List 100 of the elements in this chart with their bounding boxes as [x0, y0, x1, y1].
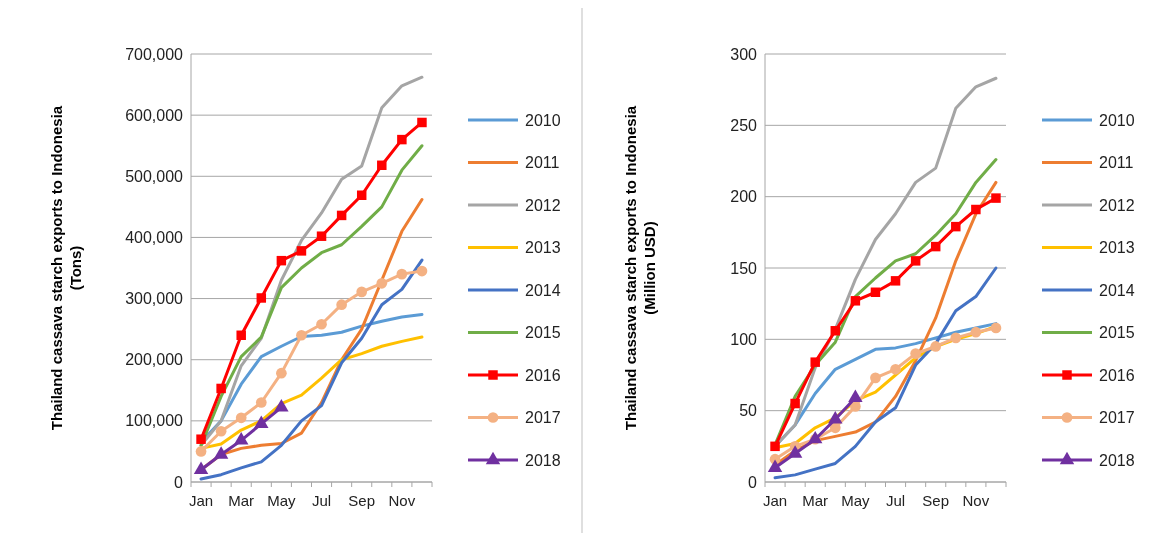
legend-label: 2013 — [1099, 239, 1135, 257]
point — [850, 401, 861, 412]
point — [971, 204, 981, 215]
y-tick-label: 100 — [730, 330, 758, 348]
point — [377, 160, 387, 171]
legend-label: 2010 — [525, 111, 561, 129]
legend-label: 2014 — [525, 281, 561, 299]
x-tick-label: Nov — [388, 492, 416, 509]
y-axis-title: Thailand cassava starch exports to Indonesia (Tons) — [48, 105, 84, 431]
y-tick-label: 300,000 — [125, 290, 184, 308]
y-tick-label: 500,000 — [125, 167, 184, 185]
x-tick-label: Sep — [348, 492, 376, 509]
point — [296, 246, 307, 256]
legend-label: 2018 — [1099, 451, 1135, 469]
y-tick-label: 0 — [174, 473, 184, 491]
y-tick-label: 0 — [748, 473, 758, 491]
point — [417, 117, 427, 128]
point — [254, 415, 269, 429]
y-tick-label: 150 — [730, 259, 758, 277]
line-series — [199, 258, 424, 481]
legend-label: 2011 — [525, 154, 560, 172]
point — [770, 441, 780, 452]
point — [951, 221, 961, 232]
point — [950, 332, 962, 344]
x-tick-label: Sep — [922, 492, 950, 509]
point — [196, 434, 206, 444]
point — [235, 412, 247, 424]
point — [416, 265, 428, 277]
point — [828, 410, 843, 424]
point — [790, 398, 800, 409]
point — [890, 363, 901, 375]
point — [810, 357, 820, 367]
point — [396, 268, 408, 280]
line-series — [773, 266, 998, 480]
x-tick-label: Jan — [762, 492, 788, 509]
legend-label: 2015 — [525, 324, 561, 342]
x-tick-label: Jan — [188, 492, 214, 509]
point — [215, 425, 227, 437]
point — [397, 134, 407, 145]
point — [376, 277, 388, 289]
point — [991, 193, 1001, 203]
y-axis-title: Thailand cassava starch exports to Indonesia (Million USD) — [622, 105, 658, 431]
x-tick-label: Mar — [802, 492, 829, 509]
point — [216, 383, 226, 394]
legend-label: 2012 — [525, 196, 561, 214]
point — [256, 293, 267, 303]
x-tick-label: May — [841, 492, 871, 509]
point — [890, 276, 901, 286]
legend-label: 2011 — [1099, 154, 1134, 172]
point — [870, 372, 881, 384]
y-tick-label: 250 — [730, 116, 758, 134]
point — [850, 296, 861, 306]
y-tick-label: 50 — [739, 402, 758, 420]
legend-label: 2010 — [1099, 111, 1135, 129]
legend-label: 2016 — [1099, 366, 1135, 384]
y-tick-label: 400,000 — [125, 229, 184, 247]
point — [990, 322, 1002, 334]
legend-label: 2017 — [1099, 409, 1135, 427]
legend-label: 2012 — [1099, 196, 1135, 214]
point — [296, 329, 307, 341]
point — [787, 445, 803, 458]
point — [276, 367, 287, 379]
legend-label: 2017 — [525, 409, 561, 427]
y-tick-label: 300 — [730, 45, 758, 63]
point — [848, 389, 863, 402]
point — [236, 330, 246, 340]
x-tick-label: Jul — [311, 492, 332, 509]
point — [316, 318, 327, 330]
point — [213, 446, 229, 459]
y-tick-label: 200 — [730, 188, 758, 206]
point — [830, 326, 841, 336]
point — [336, 299, 347, 311]
x-tick-label: Mar — [228, 492, 255, 509]
y-tick-label: 100,000 — [125, 412, 184, 430]
x-tick-label: Jul — [885, 492, 906, 509]
x-tick-label: May — [267, 492, 297, 509]
point — [336, 210, 347, 221]
x-tick-label: Nov — [962, 492, 990, 509]
point — [910, 256, 921, 266]
point — [274, 399, 289, 412]
point — [870, 287, 881, 297]
point — [356, 190, 367, 200]
y-tick-label: 200,000 — [125, 351, 184, 369]
legend-label: 2014 — [1099, 281, 1135, 299]
point — [970, 326, 982, 338]
point — [193, 461, 209, 474]
point — [829, 422, 841, 434]
legend-label: 2018 — [525, 451, 561, 469]
y-tick-label: 700,000 — [125, 45, 184, 63]
legend-label: 2016 — [525, 366, 561, 384]
point — [910, 348, 921, 359]
legend-label: 2013 — [525, 239, 561, 257]
point — [276, 255, 287, 266]
y-tick-label: 600,000 — [125, 106, 184, 124]
point — [255, 397, 267, 408]
point — [930, 241, 941, 252]
point — [930, 341, 942, 352]
point — [234, 432, 249, 445]
legend-label: 2015 — [1099, 324, 1135, 342]
point — [767, 459, 783, 472]
